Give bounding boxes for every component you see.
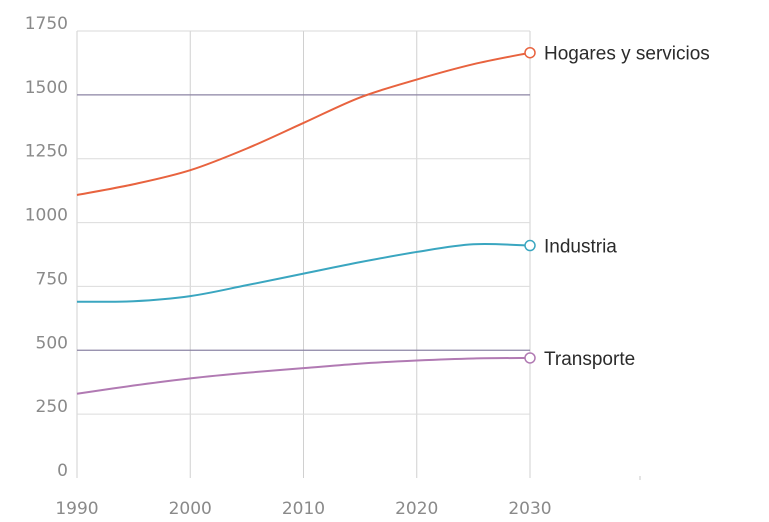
x-tick-label: 2030: [508, 499, 551, 519]
x-tick-label: 2000: [169, 499, 212, 519]
series-line-hogares-y-servicios: [76, 51, 531, 196]
series-label-industria: Industria: [544, 237, 617, 258]
series-label-hogares-y-servicios: Hogares y servicios: [544, 44, 710, 65]
x-tick-label: 2020: [395, 499, 438, 519]
series-end-marker-transporte: [524, 352, 536, 364]
series-line-industria: [76, 243, 531, 303]
vertical-gridlines: [76, 31, 641, 480]
y-tick-label: 1750: [25, 14, 68, 34]
series-group: Hogares y servicios Industria Transporte: [76, 44, 710, 395]
series-line-transporte: [76, 356, 531, 395]
series-label-transporte: Transporte: [544, 349, 635, 370]
y-tick-label: 500: [36, 333, 68, 353]
y-tick-label: 0: [57, 461, 68, 481]
series-end-marker-industria: [524, 239, 536, 252]
x-tick-label: 1990: [55, 499, 98, 519]
y-tick-label: 750: [36, 269, 68, 289]
y-tick-label: 1000: [25, 206, 68, 226]
y-axis: 0 250 500 750 1000 1250 1500 1750: [25, 14, 68, 481]
y-tick-label: 250: [36, 397, 68, 417]
x-axis: 1990 2000 2010 2020 2030: [55, 499, 551, 519]
y-tick-label: 1250: [25, 142, 68, 162]
y-tick-label: 1500: [25, 78, 68, 98]
horizontal-gridlines: [77, 30, 530, 415]
x-tick-label: 2010: [282, 499, 325, 519]
series-end-marker-hogares-y-servicios: [524, 46, 536, 59]
